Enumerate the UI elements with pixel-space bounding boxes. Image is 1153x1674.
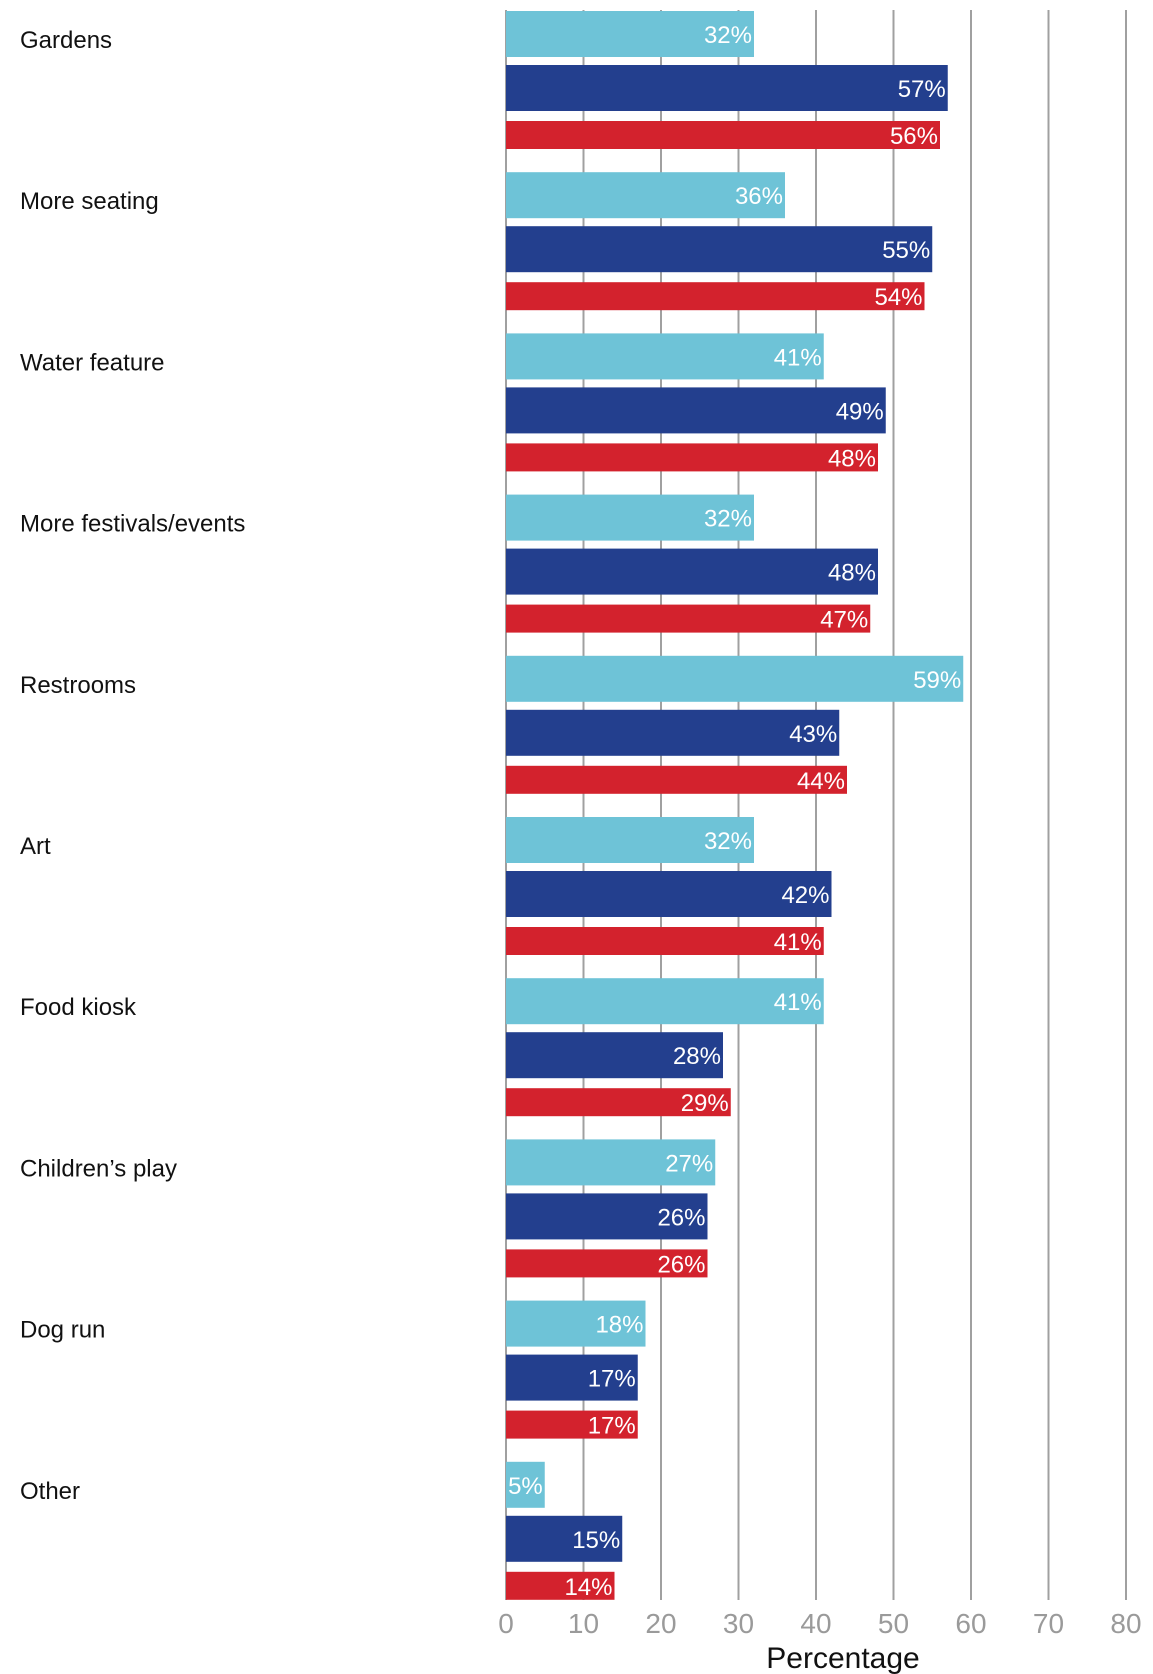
x-axis-ticks: 0 10 20 30 40 50 60 70 80 (498, 1608, 1141, 1639)
bar-series-2 (506, 387, 886, 434)
x-tick-label: 30 (723, 1608, 754, 1639)
bar-value-label: 48% (828, 560, 876, 587)
bar-series-1 (506, 172, 785, 219)
bar-series-2 (506, 226, 933, 273)
bar-value-label: 47% (820, 607, 868, 634)
gridlines (505, 10, 1127, 1600)
bar-value-label: 36% (735, 183, 783, 210)
bar-value-label: 48% (828, 445, 876, 472)
bar-series-1 (506, 655, 964, 702)
bar-series-3 (506, 927, 824, 955)
bar-series-3 (506, 1249, 708, 1278)
bar-series-2 (506, 1032, 723, 1079)
bar-value-label: 15% (572, 1527, 620, 1554)
bar-series-3 (506, 443, 878, 472)
bar-series-3 (506, 282, 925, 311)
bar-series-1 (506, 11, 754, 57)
x-tick-label: 40 (800, 1608, 831, 1639)
bar-series-3 (506, 1088, 731, 1117)
bar-series-2 (506, 65, 948, 111)
bar-value-label: 27% (665, 1150, 713, 1177)
category-label: Gardens (20, 27, 112, 54)
bar-series-3 (506, 1571, 615, 1600)
bar-value-label: 28% (673, 1043, 721, 1070)
bar-value-label: 18% (595, 1312, 643, 1339)
category-label: Water feature (20, 349, 165, 376)
bar-series-2 (506, 1354, 638, 1401)
bar-value-label: 56% (890, 123, 938, 150)
bar-value-label: 26% (657, 1251, 705, 1278)
bar-series-1 (506, 333, 824, 380)
x-tick-label: 70 (1033, 1608, 1064, 1639)
bar-series-1 (506, 1139, 716, 1186)
bars: 32% 57% 56% 36% 55% 54% 41% 49% 48% 32% 48% 47% 59% 4… (506, 11, 964, 1601)
bar-series-2 (506, 548, 878, 595)
category-label: Dog run (20, 1317, 105, 1344)
x-tick-label: 80 (1110, 1608, 1141, 1639)
bar-series-1 (506, 817, 754, 863)
x-tick-label: 10 (568, 1608, 599, 1639)
bar-value-label: 43% (789, 721, 837, 748)
bar-value-label: 54% (874, 284, 922, 311)
bar-value-label: 32% (704, 828, 752, 855)
bar-series-3 (506, 121, 940, 149)
bar-series-1 (506, 1461, 545, 1508)
bar-value-label: 42% (781, 882, 829, 909)
bar-value-label: 29% (681, 1090, 729, 1117)
x-tick-label: 20 (645, 1608, 676, 1639)
category-label: More seating (20, 188, 159, 215)
category-label: More festivals/events (20, 511, 245, 538)
bar-value-label: 41% (774, 344, 822, 371)
x-axis-title: Percentage (766, 1642, 919, 1674)
bar-series-2 (506, 1515, 623, 1562)
bar-series-3 (506, 1410, 638, 1439)
bar-series-3 (506, 765, 847, 794)
category-label: Other (20, 1478, 80, 1505)
x-tick-label: 50 (878, 1608, 909, 1639)
bar-value-label: 44% (797, 768, 845, 795)
bar-series-2 (506, 709, 840, 756)
bar-series-2 (506, 1193, 708, 1240)
category-label: Children’s play (20, 1155, 177, 1182)
category-label: Restrooms (20, 672, 136, 699)
bar-series-2 (506, 871, 832, 917)
bar-value-label: 59% (913, 667, 961, 694)
bar-value-label: 5% (508, 1473, 543, 1500)
bar-value-label: 55% (882, 237, 930, 264)
bar-value-label: 41% (774, 929, 822, 956)
bar-series-1 (506, 494, 754, 541)
bar-value-label: 49% (836, 398, 884, 425)
category-label: Food kiosk (20, 994, 137, 1021)
bar-value-label: 57% (898, 76, 946, 103)
bar-value-label: 14% (564, 1574, 612, 1601)
bar-value-label: 17% (588, 1413, 636, 1440)
bar-value-label: 32% (704, 22, 752, 49)
bar-value-label: 17% (588, 1366, 636, 1393)
bar-series-3 (506, 604, 871, 633)
bar-value-label: 26% (657, 1204, 705, 1231)
bar-value-label: 41% (774, 989, 822, 1016)
x-tick-label: 60 (955, 1608, 986, 1639)
category-labels: Gardens More seating Water feature More fes… (20, 27, 245, 1505)
category-label: Art (20, 833, 51, 860)
x-tick-label: 0 (498, 1608, 514, 1639)
bar-series-1 (506, 1300, 646, 1347)
bar-value-label: 32% (704, 506, 752, 533)
bar-series-1 (506, 978, 824, 1025)
